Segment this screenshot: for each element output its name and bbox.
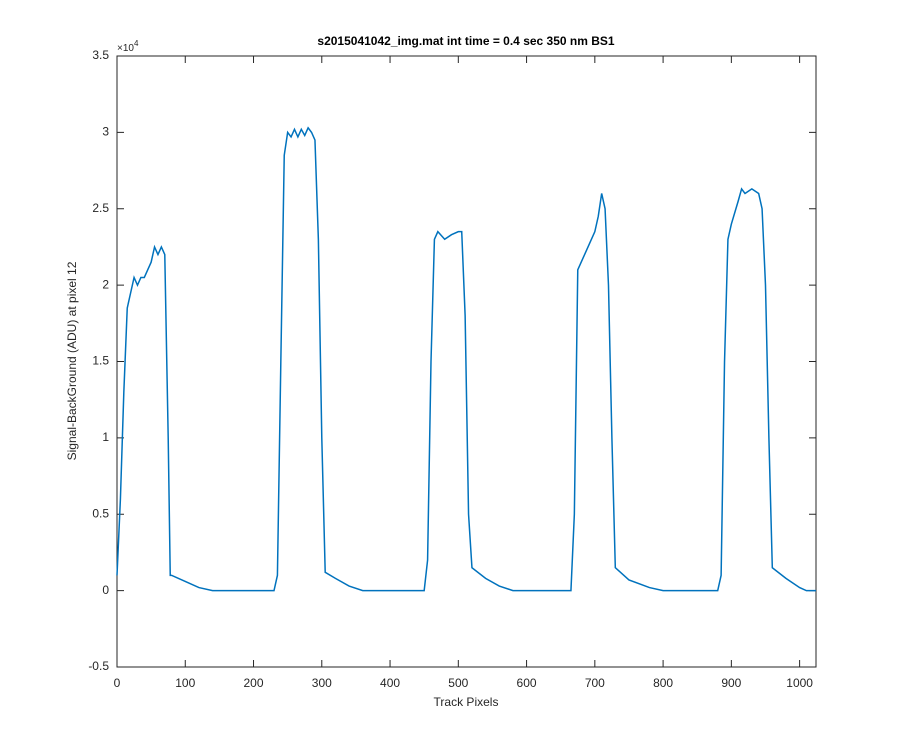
x-tick-label: 300 <box>312 676 332 690</box>
y-multiplier-base: ×10 <box>117 43 134 54</box>
x-tick-label: 1000 <box>786 676 813 690</box>
y-tick-label: 0 <box>102 583 109 597</box>
y-multiplier: ×104 <box>117 39 139 54</box>
y-tick-label: 2 <box>102 277 109 291</box>
y-axis-label: Signal-BackGround (ADU) at pixel 12 <box>65 261 79 460</box>
y-multiplier-exponent: 4 <box>134 39 139 48</box>
x-tick-label: 900 <box>721 676 741 690</box>
x-tick-label: 0 <box>114 676 121 690</box>
x-tick-label: 800 <box>653 676 673 690</box>
x-tick-label: 400 <box>380 676 400 690</box>
y-tick-label: -0.5 <box>88 659 109 673</box>
x-tick-label: 200 <box>244 676 264 690</box>
y-tick-label: 1.5 <box>92 354 109 368</box>
y-tick-label: 1 <box>102 430 109 444</box>
x-tick-label: 500 <box>448 676 468 690</box>
y-tick-label: 3.5 <box>92 48 109 62</box>
x-tick-label: 600 <box>517 676 537 690</box>
y-tick-label: 2.5 <box>92 201 109 215</box>
x-tick-label: 100 <box>175 676 195 690</box>
x-tick-label: 700 <box>585 676 605 690</box>
chart-title: s2015041042_img.mat int time = 0.4 sec 3… <box>317 34 615 48</box>
y-tick-label: 3 <box>102 125 109 139</box>
y-tick-label: 0.5 <box>92 506 109 520</box>
data-line <box>116 126 816 592</box>
x-axis-label: Track Pixels <box>434 695 499 709</box>
